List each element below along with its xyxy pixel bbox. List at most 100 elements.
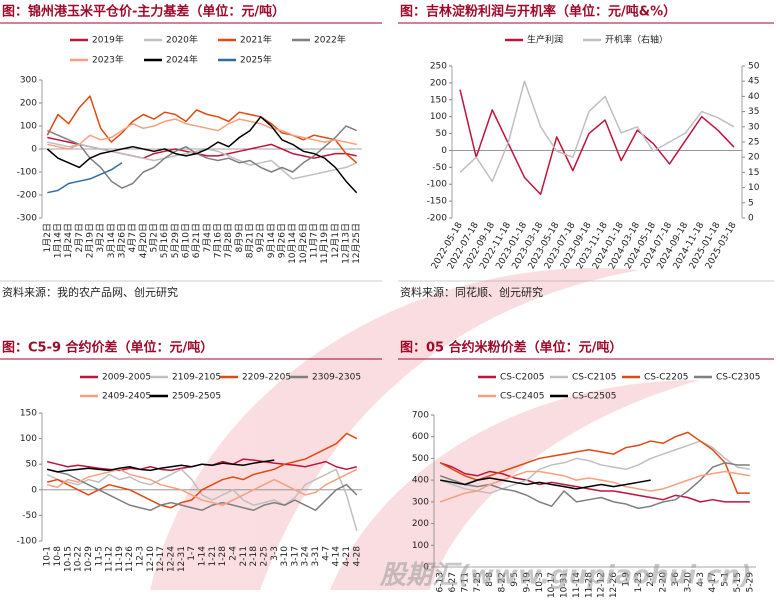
x-tick-label: 12-12 bbox=[597, 572, 607, 598]
watermark-shape bbox=[330, 380, 700, 590]
y-tick-label: 200 bbox=[20, 99, 37, 109]
x-tick-label: 7月28日 bbox=[223, 223, 234, 258]
x-tick-label: 1-21 bbox=[208, 546, 218, 566]
chart-title: 图：05 合约米粉价差（单位：元/吨） bbox=[400, 340, 622, 356]
x-tick-label: 1月24日 bbox=[63, 223, 74, 258]
legend-label: 2009-2005 bbox=[102, 373, 151, 383]
x-tick-label: 5-15 bbox=[733, 572, 743, 592]
series-line bbox=[46, 468, 358, 531]
x-tick-label: 4-17 bbox=[708, 572, 718, 592]
y-tick-label: 300 bbox=[412, 497, 429, 507]
chart-title: 图：锦州港玉米平仓价-主力基差（单位：元/吨） bbox=[2, 4, 285, 20]
series-line bbox=[439, 462, 750, 503]
chart-title: 图：C5-9 合约价差（单位：元/吨） bbox=[2, 340, 213, 356]
x-tick-label: 4-14 bbox=[332, 546, 342, 567]
y-tick-label: 0 bbox=[31, 145, 37, 155]
x-tick-label: 3-3 bbox=[270, 546, 280, 561]
y2-tick-label: 45 bbox=[748, 77, 759, 87]
y-tick-label: 600 bbox=[412, 432, 429, 442]
series-line bbox=[439, 462, 750, 510]
x-tick-label: 11-14 bbox=[572, 572, 582, 598]
legend-label: CS-C2005 bbox=[500, 373, 544, 383]
x-tick-label: 4月7日 bbox=[127, 223, 138, 252]
legend-label: 2024年 bbox=[166, 54, 198, 66]
y-tick-label: 400 bbox=[412, 476, 429, 486]
x-tick-label: 8月21日 bbox=[245, 223, 256, 258]
x-tick-label: 7-25 bbox=[473, 572, 483, 592]
x-tick-label: 1-9 bbox=[621, 572, 631, 587]
series-line bbox=[46, 459, 275, 473]
x-tick-label: 1-28 bbox=[218, 546, 228, 567]
y-tick-label: 300 bbox=[20, 76, 37, 86]
y2-tick-label: 30 bbox=[748, 122, 760, 132]
series-line bbox=[47, 162, 123, 194]
y-tick-label: 100 bbox=[430, 112, 447, 122]
series-line bbox=[440, 477, 651, 490]
series-line bbox=[439, 440, 750, 494]
x-tick-label: 10-1 bbox=[43, 546, 53, 566]
x-tick-label: 12-17 bbox=[156, 546, 166, 572]
watermark-shape bbox=[150, 267, 640, 590]
x-tick-label: 1-7 bbox=[187, 546, 197, 561]
x-tick-label: 11-5 bbox=[94, 546, 104, 566]
y-tick-label: 200 bbox=[430, 78, 447, 88]
x-tick-label: 7-11 bbox=[460, 572, 470, 592]
y2-tick-label: 15 bbox=[748, 168, 759, 178]
watermark-text: 股期汇(www.gupiaohui.cn) bbox=[379, 561, 752, 591]
x-tick-label: 1月14日 bbox=[53, 223, 64, 258]
x-tick-label: 5月2日 bbox=[149, 223, 160, 252]
legend-label: CS-C2305 bbox=[716, 373, 760, 383]
x-tick-label: 4-3 bbox=[696, 572, 706, 587]
x-tick-label: 11-19 bbox=[115, 546, 125, 572]
legend-label: 2109-2105 bbox=[172, 373, 221, 383]
x-tick-label: 6-27 bbox=[448, 572, 458, 592]
series-line bbox=[439, 470, 750, 503]
x-tick-label: 8-22 bbox=[498, 572, 508, 592]
y-tick-label: -100 bbox=[17, 168, 38, 178]
series-line bbox=[439, 431, 750, 494]
y-tick-label: 50 bbox=[26, 460, 38, 470]
y2-tick-label: 20 bbox=[748, 153, 760, 163]
y-tick-label: 250 bbox=[430, 62, 447, 72]
x-tick-label: 10-15 bbox=[63, 546, 73, 572]
x-tick-label: 5月29日 bbox=[170, 223, 181, 258]
y-tick-label: 100 bbox=[20, 122, 37, 132]
x-tick-label: 3-6 bbox=[671, 572, 681, 587]
y2-tick-label: 50 bbox=[748, 62, 760, 72]
x-tick-label: 10-31 bbox=[560, 572, 570, 598]
x-tick-label: 3-24 bbox=[301, 546, 311, 567]
legend-label: 2309-2305 bbox=[312, 373, 361, 383]
series-line bbox=[459, 80, 735, 183]
legend-label: CS-C2205 bbox=[644, 373, 688, 383]
y-tick-label: -150 bbox=[427, 197, 448, 207]
x-tick-label: 11-26 bbox=[125, 546, 135, 572]
y-tick-label: 200 bbox=[412, 519, 429, 529]
x-tick-label: 3-10 bbox=[280, 546, 290, 567]
x-tick-label: 10-8 bbox=[53, 546, 63, 567]
legend-label: CS-C2405 bbox=[500, 392, 544, 402]
x-tick-label: 4-21 bbox=[342, 546, 352, 566]
legend-label: 2019年 bbox=[92, 34, 124, 46]
legend-label: 2025年 bbox=[240, 54, 272, 66]
x-tick-label: 12-3 bbox=[136, 546, 146, 566]
x-tick-label: 6-13 bbox=[436, 572, 446, 592]
y-tick-label: -200 bbox=[427, 214, 448, 224]
logo-watermark bbox=[150, 267, 700, 590]
x-tick-label: 9月2日 bbox=[255, 223, 266, 252]
y-tick-label: 150 bbox=[20, 409, 37, 419]
x-tick-label: 2月19日 bbox=[85, 223, 96, 258]
legend-label: 2022年 bbox=[314, 34, 346, 46]
y-tick-label: 50 bbox=[436, 129, 448, 139]
x-tick-label: 3月26日 bbox=[117, 223, 128, 258]
series-line bbox=[47, 118, 357, 150]
legend-label: CS-C2505 bbox=[572, 392, 616, 402]
x-tick-label: 10月14日 bbox=[287, 223, 298, 264]
x-tick-label: 8月9日 bbox=[234, 223, 245, 252]
y-tick-label: 0 bbox=[31, 485, 37, 495]
legend-label: 2020年 bbox=[166, 34, 198, 46]
x-tick-label: 2-25 bbox=[259, 546, 269, 566]
y2-tick-label: 25 bbox=[748, 138, 759, 148]
x-tick-label: 9-19 bbox=[522, 572, 532, 593]
x-tick-label: 12-10 bbox=[146, 546, 156, 572]
